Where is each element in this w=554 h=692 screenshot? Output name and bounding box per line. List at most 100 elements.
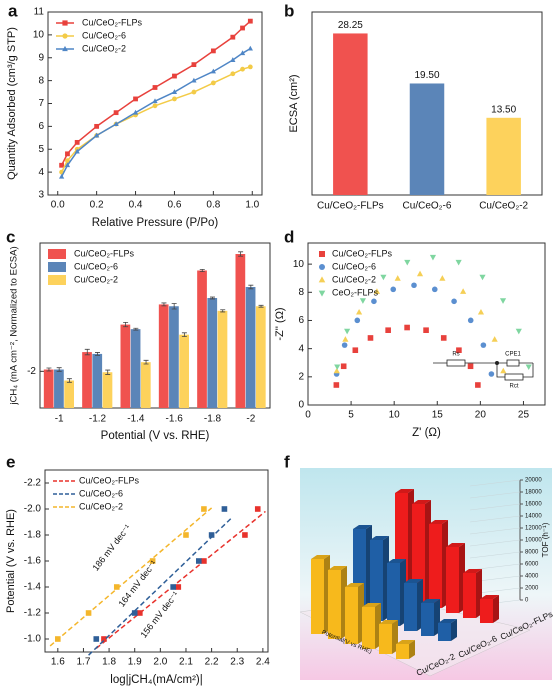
marker [113, 110, 119, 116]
bar-top [429, 520, 448, 524]
grid-line [469, 491, 521, 499]
marker [499, 298, 507, 304]
marker [242, 532, 248, 538]
y-tick-label: 8 [38, 75, 44, 86]
marker [65, 158, 70, 164]
x-tick-label: 25 [518, 410, 530, 421]
bar-front [345, 587, 358, 644]
marker [373, 288, 381, 294]
legend-label: Cu/CeO₂-2 [74, 274, 118, 284]
bar [235, 254, 246, 408]
bar-side [493, 595, 499, 623]
bar-front [463, 573, 476, 618]
x-tick-label: 1.9 [128, 657, 142, 668]
grid-line [469, 479, 521, 487]
marker [58, 173, 65, 179]
marker [390, 286, 397, 293]
bar-top [480, 595, 499, 599]
x-tick-label: -1.4 [127, 414, 145, 425]
x-tick-label: -1.8 [204, 414, 222, 425]
y-tick-label: -1.8 [24, 530, 42, 541]
grid-line [469, 551, 521, 559]
bar-top [387, 559, 406, 563]
marker [240, 25, 245, 31]
panel-label: a [8, 1, 18, 20]
bar [92, 353, 103, 408]
marker [451, 298, 457, 305]
marker [404, 259, 411, 266]
marker [65, 151, 70, 157]
x-tick-label: 0.0 [51, 200, 65, 211]
bar-front [446, 547, 459, 613]
bar [158, 304, 169, 408]
z-tick-label: 18000 [525, 490, 542, 496]
marker [429, 254, 437, 261]
legend-swatch [62, 20, 68, 26]
z-axis-label: TOF (h⁻¹) [541, 522, 550, 557]
marker [247, 18, 253, 24]
grid-line [469, 503, 521, 511]
bar-top [328, 566, 347, 570]
bar-front [421, 603, 434, 636]
marker [359, 298, 366, 304]
x-tick-label: -2 [246, 414, 255, 425]
marker [191, 77, 197, 83]
marker [221, 506, 228, 512]
legend-label: Cu/CeO₂-6 [79, 488, 123, 498]
marker [230, 71, 236, 77]
marker [93, 132, 100, 138]
circuit-label: Rct [510, 384, 519, 390]
marker [500, 367, 507, 374]
error-bar [123, 321, 129, 328]
legend-swatch [62, 33, 68, 39]
y-tick-label: -1.4 [24, 582, 42, 593]
z-tick-label: 0 [525, 598, 529, 604]
y-tick-label: 2 [298, 371, 304, 382]
y-axis-label: -Z'' (Ω) [274, 307, 286, 340]
bar-top [370, 536, 389, 540]
x-tick-label: 5 [348, 410, 354, 421]
x-tick-label: Cu/CeO₂-6 [403, 201, 452, 212]
y-tick-label: -2.0 [24, 504, 42, 515]
z-tick-label: 16000 [525, 502, 542, 508]
bar-top [421, 599, 440, 603]
y-tick-label: 5 [38, 144, 44, 155]
bar-front [429, 524, 442, 608]
y-tick-label: 0 [298, 400, 304, 411]
y-tick-label: 10 [293, 259, 305, 270]
panel-label: b [284, 1, 294, 20]
error-bar [46, 367, 52, 372]
grid-line [469, 539, 521, 547]
z-tick-label: 2000 [525, 586, 539, 592]
legend-label: Cu/CeO₂-FLPs [74, 248, 135, 258]
bar [130, 329, 141, 408]
marker [247, 45, 253, 51]
marker [416, 270, 424, 277]
marker [394, 275, 401, 281]
x-tick-label: 2.1 [179, 657, 193, 668]
error-bar [143, 359, 149, 365]
bar-front [387, 563, 400, 626]
fit-line [95, 510, 266, 649]
error-bar [56, 367, 62, 372]
fit-line [49, 507, 213, 647]
bar [245, 287, 256, 408]
bar-front [412, 504, 425, 603]
legend-label: Cu/CeO₂-2 [332, 274, 376, 284]
value-label: 28.25 [338, 20, 363, 31]
legend-label: Cu/CeO₂-2 [82, 43, 126, 53]
legend-swatch [62, 45, 68, 52]
marker [341, 342, 348, 348]
error-bar [199, 269, 205, 272]
marker [477, 308, 485, 315]
marker [210, 68, 217, 74]
error-bar [66, 378, 72, 383]
marker [113, 121, 119, 127]
marker [352, 347, 359, 354]
bar [255, 306, 266, 408]
error-bar [95, 352, 100, 356]
marker [74, 139, 80, 145]
bar-top [404, 579, 423, 583]
marker [59, 162, 65, 168]
